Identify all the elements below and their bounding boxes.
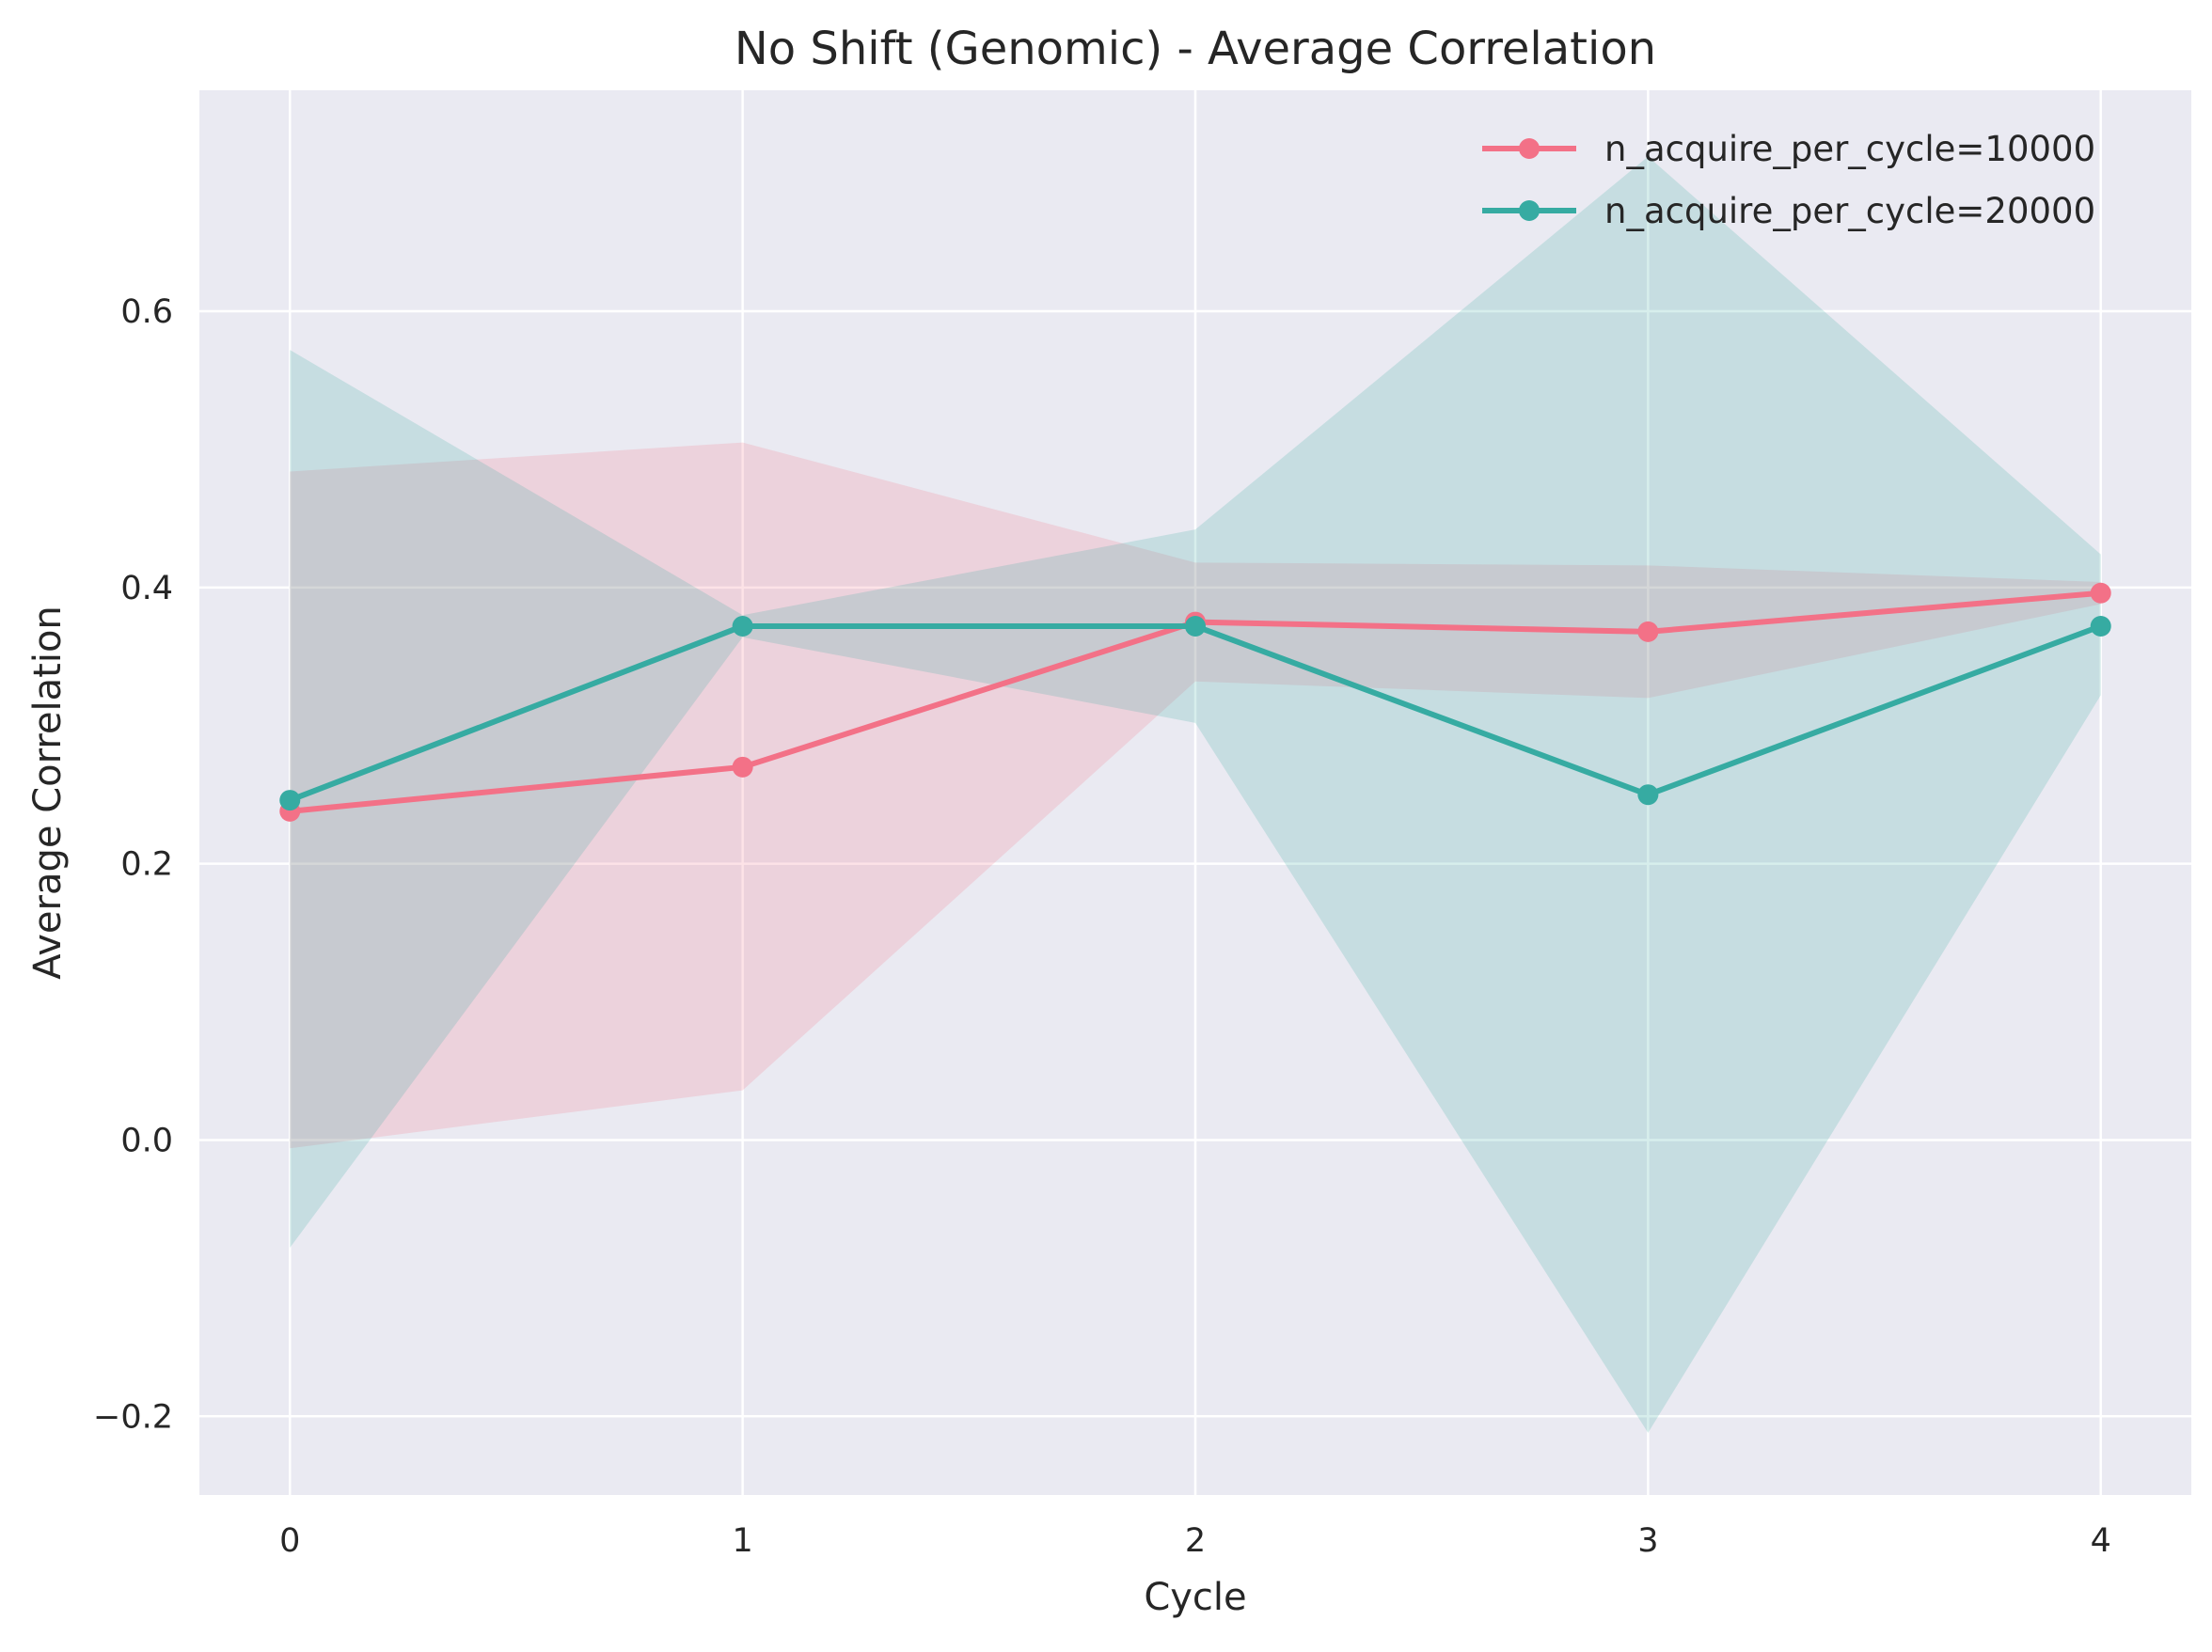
legend-label-series-2: n_acquire_per_cycle=20000 [1604,191,2095,231]
legend-label-series-1: n_acquire_per_cycle=10000 [1604,129,2095,169]
x-tick-label: 0 [279,1522,300,1560]
data-point-series-2 [1185,615,1206,637]
x-tick-label: 1 [732,1522,752,1560]
data-point-series-1 [732,756,753,778]
x-tick-label: 2 [1185,1522,1206,1560]
data-point-series-1 [1637,621,1659,642]
confidence-band-series-2 [290,156,2101,1433]
data-point-series-2 [1637,784,1659,806]
chart-title: No Shift (Genomic) - Average Correlation [735,23,1656,75]
data-point-series-2 [732,615,753,637]
legend: n_acquire_per_cycle=10000 n_acquire_per_… [1482,129,2095,231]
data-point-series-2 [279,790,301,811]
y-tick-label: 0.0 [120,1122,173,1159]
y-tick-label: 0.2 [120,846,173,884]
series-markers [279,582,2111,822]
x-axis-label: Cycle [1144,1576,1246,1619]
x-tick-label: 4 [2091,1522,2111,1560]
x-axis-ticks: 0 1 2 3 4 [279,1522,2111,1560]
legend-marker-series-2 [1519,200,1540,221]
y-axis-ticks: −0.2 0.0 0.2 0.4 0.6 [93,293,173,1436]
grid-lines [199,90,2191,1495]
y-tick-label: 0.6 [120,293,173,331]
x-tick-label: 3 [1637,1522,1658,1560]
legend-marker-series-1 [1519,138,1540,159]
y-tick-label: 0.4 [120,570,173,607]
data-point-series-2 [2090,615,2111,637]
data-point-series-1 [2090,582,2111,604]
y-tick-label: −0.2 [93,1398,173,1436]
y-axis-label: Average Correlation [26,606,70,980]
